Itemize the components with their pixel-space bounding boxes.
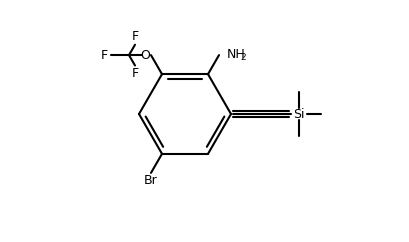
Text: 2: 2 [239,53,245,62]
Text: F: F [131,30,138,43]
Text: F: F [131,67,138,80]
Text: Si: Si [292,107,304,121]
Text: NH: NH [227,48,245,60]
Text: Br: Br [144,174,157,187]
Text: F: F [100,49,107,62]
Text: O: O [140,49,150,62]
